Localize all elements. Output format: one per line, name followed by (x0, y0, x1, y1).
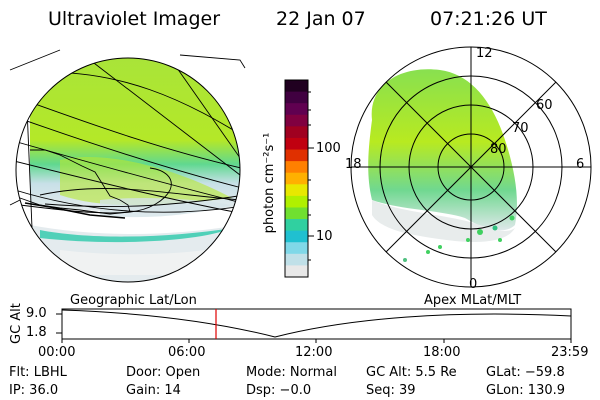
polar-label-70: 70 (512, 121, 529, 136)
color-bar-segment (285, 184, 308, 197)
polar-label-0: 0 (469, 277, 478, 292)
info-dsp: Dsp: −0.0 (246, 383, 312, 398)
color-bar-segment (285, 114, 308, 127)
timeline-x-tick-2359: 23:59 (551, 345, 589, 360)
color-bar-segment (285, 137, 308, 151)
color-bar-segment (285, 172, 308, 185)
info-glat: GLat: −59.8 (486, 365, 565, 380)
timeline-x-tick-0000: 00:00 (38, 345, 76, 360)
info-glon: GLon: 130.9 (486, 383, 566, 398)
color-bar-segment (285, 103, 308, 116)
color-bar-segment (285, 230, 308, 243)
info-mode: Mode: Normal (246, 365, 337, 380)
time-label: 07:21:26 UT (430, 8, 547, 30)
color-bar-segment (285, 207, 308, 220)
timeline-y-tick-1: 1.8 (26, 325, 47, 340)
color-bar-segment (285, 80, 308, 93)
color-bar-segment (285, 126, 308, 139)
timeline-axis-title: GC Alt (9, 303, 24, 344)
polar-label-6: 6 (576, 157, 585, 172)
polar-image (350, 46, 592, 288)
color-bar-segment (285, 91, 308, 104)
polar-label-18: 18 (345, 157, 362, 172)
color-bar-frame (284, 79, 314, 278)
date-label: 22 Jan 07 (276, 8, 366, 30)
polar-label-80: 80 (490, 142, 507, 157)
timeline-x-tick-1200: 12:00 (295, 345, 333, 360)
colorbar-unit-label: photon cm⁻²s⁻¹ (262, 132, 277, 234)
info-door: Door: Open (126, 365, 201, 380)
timeline-plot (56, 308, 572, 343)
timeline-right-label: Apex MLat/MLT (424, 293, 522, 308)
timeline-x-tick-0600: 06:00 (168, 345, 206, 360)
info-filter: Flt: LBHL (9, 365, 67, 380)
info-seq: Seq: 39 (366, 383, 416, 398)
polar-label-12: 12 (476, 46, 493, 61)
instrument-title: Ultraviolet Imager (48, 8, 221, 30)
info-gain: Gain: 14 (126, 383, 181, 398)
color-bar-segment (285, 265, 308, 278)
geographic-image (9, 49, 246, 283)
polar-label-60: 60 (536, 98, 553, 113)
color-bar-segment (285, 161, 308, 174)
timeline-x-tick-1800: 18:00 (423, 345, 461, 360)
colorbar-tick-10: 10 (316, 229, 333, 244)
info-ip: IP: 36.0 (9, 383, 59, 398)
timeline-left-label: Geographic Lat/Lon (70, 293, 197, 308)
color-bar-segment (285, 195, 308, 208)
color-bar (285, 80, 308, 278)
color-bar-segment (285, 253, 308, 266)
color-bar-segment (285, 219, 308, 232)
colorbar-tick-100: 100 (316, 141, 341, 156)
info-gc-alt: GC Alt: 5.5 Re (366, 365, 457, 380)
color-bar-segment (285, 242, 308, 255)
timeline-y-tick-9: 9.0 (26, 306, 47, 321)
color-bar-segment (285, 149, 308, 162)
